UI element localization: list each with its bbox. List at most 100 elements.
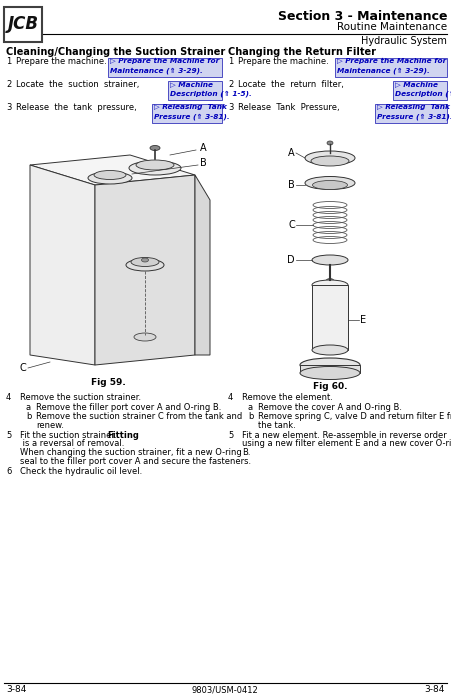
Text: When changing the suction strainer, fit a new O-ring: When changing the suction strainer, fit … xyxy=(20,448,242,457)
Text: Remove the suction strainer C from the tank and: Remove the suction strainer C from the t… xyxy=(36,412,242,421)
Text: Remove the element.: Remove the element. xyxy=(242,393,333,402)
Text: ▷ Machine: ▷ Machine xyxy=(395,81,438,87)
Ellipse shape xyxy=(311,156,349,166)
Text: Remove the filler port cover A and O-ring B.: Remove the filler port cover A and O-rin… xyxy=(36,402,221,411)
Text: 4: 4 xyxy=(6,393,11,402)
Bar xyxy=(312,285,348,350)
Text: is a reversal of removal.: is a reversal of removal. xyxy=(20,439,124,448)
Text: Fitting: Fitting xyxy=(107,431,139,440)
Text: Fit a new element. Re-assemble in reverse order: Fit a new element. Re-assemble in revers… xyxy=(242,431,447,440)
FancyBboxPatch shape xyxy=(108,58,222,77)
Text: a: a xyxy=(248,402,253,411)
Text: Description (⇑ 1-5).: Description (⇑ 1-5). xyxy=(395,90,451,97)
Text: Locate  the  suction  strainer,: Locate the suction strainer, xyxy=(16,80,139,89)
Polygon shape xyxy=(195,175,210,355)
Ellipse shape xyxy=(136,160,174,170)
Text: using a new filter element E and a new cover O-ring: using a new filter element E and a new c… xyxy=(242,439,451,448)
Text: E: E xyxy=(360,315,366,325)
Text: Check the hydraulic oil level.: Check the hydraulic oil level. xyxy=(20,467,142,476)
Ellipse shape xyxy=(126,259,164,271)
Text: ▷ Releasing  Tank: ▷ Releasing Tank xyxy=(154,104,227,110)
Text: Release  Tank  Pressure,: Release Tank Pressure, xyxy=(238,103,340,112)
Polygon shape xyxy=(95,175,195,365)
Text: Remove the cover A and O-ring B.: Remove the cover A and O-ring B. xyxy=(258,402,402,411)
Ellipse shape xyxy=(305,177,355,189)
Text: renew.: renew. xyxy=(36,420,64,429)
Text: D: D xyxy=(287,255,295,265)
Ellipse shape xyxy=(300,367,360,379)
Text: 3-84: 3-84 xyxy=(425,686,445,695)
Text: 3: 3 xyxy=(228,103,233,112)
Text: ▷ Machine: ▷ Machine xyxy=(170,81,213,87)
Text: ▷ Releasing  Tank: ▷ Releasing Tank xyxy=(377,104,450,110)
Ellipse shape xyxy=(131,258,159,267)
Ellipse shape xyxy=(134,333,156,341)
Text: ▷ Prepare the Machine for: ▷ Prepare the Machine for xyxy=(337,58,446,64)
Bar xyxy=(300,365,360,373)
Ellipse shape xyxy=(94,171,126,180)
Ellipse shape xyxy=(312,280,348,290)
FancyBboxPatch shape xyxy=(4,7,42,42)
Text: A: A xyxy=(288,148,295,158)
Ellipse shape xyxy=(312,255,348,265)
Text: Pressure (⇑ 3-81).: Pressure (⇑ 3-81). xyxy=(154,113,230,120)
Text: JCB: JCB xyxy=(8,15,38,33)
Text: Hydraulic System: Hydraulic System xyxy=(361,36,447,46)
Text: Remove spring C, valve D and return filter E from: Remove spring C, valve D and return filt… xyxy=(258,412,451,421)
Text: 1: 1 xyxy=(228,57,233,66)
FancyBboxPatch shape xyxy=(335,58,447,77)
Text: Prepare the machine.: Prepare the machine. xyxy=(16,57,107,66)
Ellipse shape xyxy=(326,278,334,283)
Text: Remove the suction strainer.: Remove the suction strainer. xyxy=(20,393,141,402)
Text: b: b xyxy=(248,412,253,421)
FancyBboxPatch shape xyxy=(375,104,447,123)
FancyBboxPatch shape xyxy=(152,104,222,123)
Text: C: C xyxy=(288,220,295,230)
Text: 4: 4 xyxy=(228,393,233,402)
Text: Maintenance (⇑ 3-29).: Maintenance (⇑ 3-29). xyxy=(337,67,430,74)
Text: Fig 59.: Fig 59. xyxy=(91,378,125,387)
Text: 1: 1 xyxy=(6,57,11,66)
Text: B: B xyxy=(288,180,295,190)
Text: 2: 2 xyxy=(228,80,233,89)
Polygon shape xyxy=(30,165,95,365)
FancyBboxPatch shape xyxy=(393,81,447,100)
Ellipse shape xyxy=(129,161,181,175)
Polygon shape xyxy=(30,155,195,185)
Ellipse shape xyxy=(88,172,132,184)
Text: Section 3 - Maintenance: Section 3 - Maintenance xyxy=(277,10,447,23)
Text: 3: 3 xyxy=(6,103,11,112)
Text: C: C xyxy=(20,363,27,373)
Text: A: A xyxy=(200,143,207,153)
Text: 5: 5 xyxy=(228,431,233,440)
Text: 6: 6 xyxy=(6,467,11,476)
Ellipse shape xyxy=(313,180,348,189)
Text: B: B xyxy=(200,158,207,168)
Text: the tank.: the tank. xyxy=(258,420,296,429)
Ellipse shape xyxy=(142,258,148,262)
Ellipse shape xyxy=(327,141,333,145)
Text: ▷ Prepare the Machine for: ▷ Prepare the Machine for xyxy=(110,58,219,64)
Text: 5: 5 xyxy=(6,431,11,440)
Ellipse shape xyxy=(150,145,160,150)
Text: 3-84: 3-84 xyxy=(6,686,26,695)
Text: Cleaning/Changing the Suction Strainer: Cleaning/Changing the Suction Strainer xyxy=(6,47,225,57)
Text: Changing the Return Filter: Changing the Return Filter xyxy=(228,47,376,57)
Text: Locate  the  return  filter,: Locate the return filter, xyxy=(238,80,344,89)
Text: Description (⇑ 1-5).: Description (⇑ 1-5). xyxy=(170,90,252,97)
Text: Prepare the machine.: Prepare the machine. xyxy=(238,57,329,66)
Ellipse shape xyxy=(312,345,348,355)
Text: B.: B. xyxy=(242,448,250,457)
Text: seal to the filler port cover A and secure the fasteners.: seal to the filler port cover A and secu… xyxy=(20,457,251,466)
Text: Routine Maintenance: Routine Maintenance xyxy=(337,22,447,32)
Text: 9803/USM-0412: 9803/USM-0412 xyxy=(192,686,258,695)
Ellipse shape xyxy=(300,358,360,372)
Text: a: a xyxy=(26,402,31,411)
FancyBboxPatch shape xyxy=(168,81,222,100)
Text: 2: 2 xyxy=(6,80,11,89)
Text: Fit the suction strainer.: Fit the suction strainer. xyxy=(20,431,120,440)
Text: Pressure (⇑ 3-81).: Pressure (⇑ 3-81). xyxy=(377,113,451,120)
Text: Release  the  tank  pressure,: Release the tank pressure, xyxy=(16,103,137,112)
Text: Maintenance (⇑ 3-29).: Maintenance (⇑ 3-29). xyxy=(110,67,203,74)
Ellipse shape xyxy=(305,151,355,165)
